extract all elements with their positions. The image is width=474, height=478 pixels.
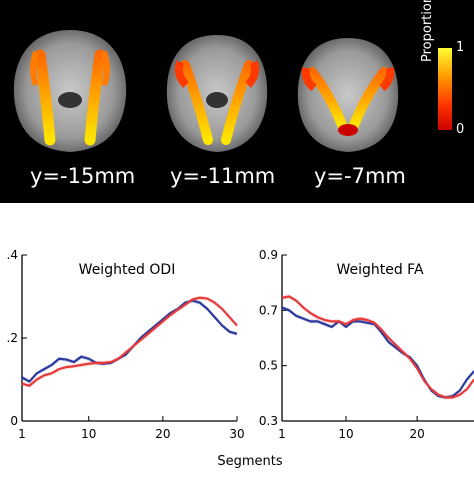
colorbar (438, 48, 452, 130)
brain-slice-3 (297, 38, 399, 152)
y-tick-label: .2 (7, 331, 18, 345)
colorbar-max-label: 1 (456, 40, 465, 55)
brain-slices-panel: y=-15mm y=-11mm y=-7mm Proportion 1 0 (0, 0, 474, 203)
x-tick-label: 10 (338, 427, 353, 441)
brain-slice-2 (166, 35, 268, 152)
series-1-line (281, 306, 474, 399)
series-1-band (22, 298, 237, 384)
colorbar-min-label: 0 (456, 122, 465, 137)
chart-title: Weighted FA (336, 262, 423, 278)
y-tick-label: .4 (7, 248, 18, 262)
series-1-line (21, 299, 238, 383)
y-tick-label: 0.9 (259, 248, 278, 262)
x-tick-label: 1 (18, 427, 26, 441)
series-2-line (281, 295, 474, 399)
series-1-band (282, 305, 474, 400)
chart-2: 0.9 0.7 0.5 0.31 10 20 Weighted FA (259, 248, 474, 441)
x-tick-label: 30 (229, 427, 244, 441)
slice-label-3: y=-7mm (314, 164, 406, 188)
chart-title: Weighted ODI (79, 262, 176, 278)
series-2-line (21, 296, 238, 387)
brain-slice-1 (13, 30, 127, 152)
y-tick-label: 0 (10, 414, 18, 428)
colorbar-title: Proportion (420, 0, 435, 62)
x-tick-label: 10 (81, 427, 96, 441)
y-tick-label: 0.5 (259, 359, 278, 373)
x-tick-label: 1 (278, 427, 286, 441)
brain-slices-image (13, 30, 452, 152)
plots-area: .4.2 0 1 10 20 30 Weighted ODI 0.9 0.7 0.5 0.3 1 10 2… (0, 203, 474, 474)
y-tick-label: 0.7 (259, 303, 278, 317)
slice-label-1: y=-15mm (30, 164, 136, 188)
y-tick-label: 0.3 (259, 414, 278, 428)
series-2-band (22, 295, 237, 388)
chart-1: .4 .2 01 10 20 30 Weighted ODI (7, 248, 245, 441)
x-tick-label: 20 (155, 427, 170, 441)
series-2-band (282, 294, 474, 400)
slice-label-2: y=-11mm (170, 164, 276, 188)
x-tick-label: 20 (409, 427, 424, 441)
x-axis-title: Segments (217, 454, 283, 469)
